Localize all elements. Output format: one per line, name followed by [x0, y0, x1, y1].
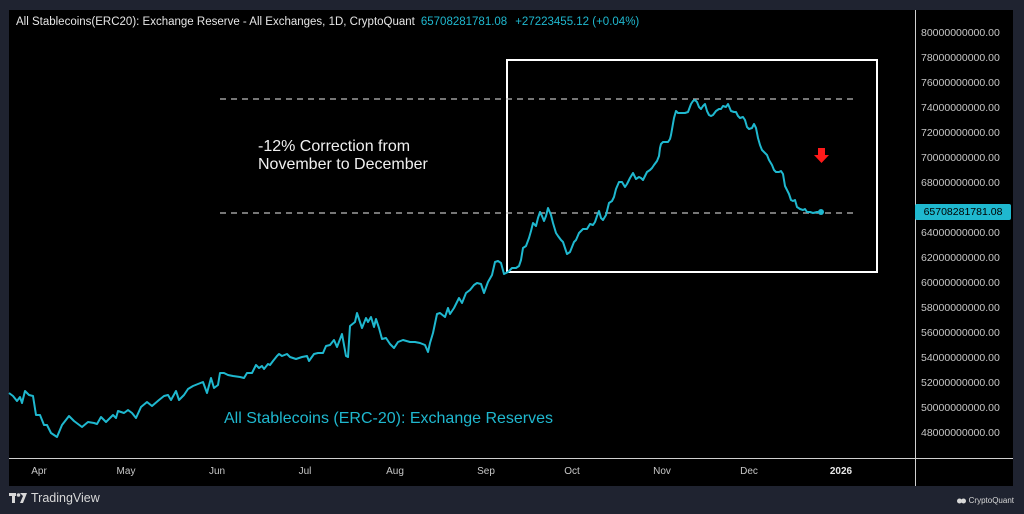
reserve-line: [8, 99, 820, 438]
tradingview-brand: TradingView: [31, 491, 100, 505]
x-tick: Jul: [298, 466, 312, 477]
cryptoquant-logo[interactable]: CryptoQuant: [956, 496, 1014, 505]
last-value: 65708281781.08: [420, 16, 508, 28]
y-tick: 68000000000.00: [921, 177, 1000, 189]
chart-title: All Stablecoins(ERC20): Exchange Reserve…: [16, 16, 415, 28]
y-tick: 50000000000.00: [921, 402, 1000, 414]
x-tick: Apr: [31, 466, 47, 477]
x-tick: Nov: [653, 466, 671, 477]
y-tick: 76000000000.00: [921, 77, 1000, 89]
tradingview-icon: [9, 493, 27, 503]
series-label: All Stablecoins (ERC-20): Exchange Reser…: [224, 410, 554, 427]
cryptoquant-icon: [956, 498, 966, 503]
y-tick: 64000000000.00: [921, 227, 1000, 239]
y-tick: 80000000000.00: [921, 27, 1000, 39]
x-tick-year: 2026: [829, 466, 853, 477]
y-axis-divider: [915, 10, 916, 486]
x-tick: Oct: [564, 466, 580, 477]
y-tick: 60000000000.00: [921, 277, 1000, 289]
y-tick: 70000000000.00: [921, 152, 1000, 164]
x-tick: Dec: [740, 466, 758, 477]
y-tick: 78000000000.00: [921, 52, 1000, 64]
x-tick: Jun: [208, 466, 226, 477]
current-value-badge: 65708281781.08: [915, 204, 1011, 220]
y-tick: 52000000000.00: [921, 377, 1000, 389]
x-tick: Sep: [477, 466, 495, 477]
current-value-dot: [818, 209, 824, 215]
down-arrow-icon: [814, 148, 829, 163]
correction-annotation: -12% Correction from November to Decembe…: [258, 138, 428, 173]
chart-frame: [9, 10, 1013, 486]
x-axis-divider: [9, 458, 1013, 459]
cryptoquant-brand: CryptoQuant: [968, 496, 1014, 505]
y-tick: 74000000000.00: [921, 102, 1000, 114]
chart-title-bar: All Stablecoins(ERC20): Exchange Reserve…: [16, 16, 639, 28]
y-tick: 48000000000.00: [921, 427, 1000, 439]
x-tick: Aug: [386, 466, 404, 477]
tradingview-logo[interactable]: TradingView: [9, 491, 100, 505]
value-change: +27223455.12 (+0.04%): [515, 16, 640, 28]
y-tick: 72000000000.00: [921, 127, 1000, 139]
y-tick: 62000000000.00: [921, 252, 1000, 264]
y-tick: 54000000000.00: [921, 352, 1000, 364]
y-tick: 58000000000.00: [921, 302, 1000, 314]
x-tick: May: [116, 466, 136, 477]
y-tick: 56000000000.00: [921, 327, 1000, 339]
highlight-box: [506, 59, 878, 273]
